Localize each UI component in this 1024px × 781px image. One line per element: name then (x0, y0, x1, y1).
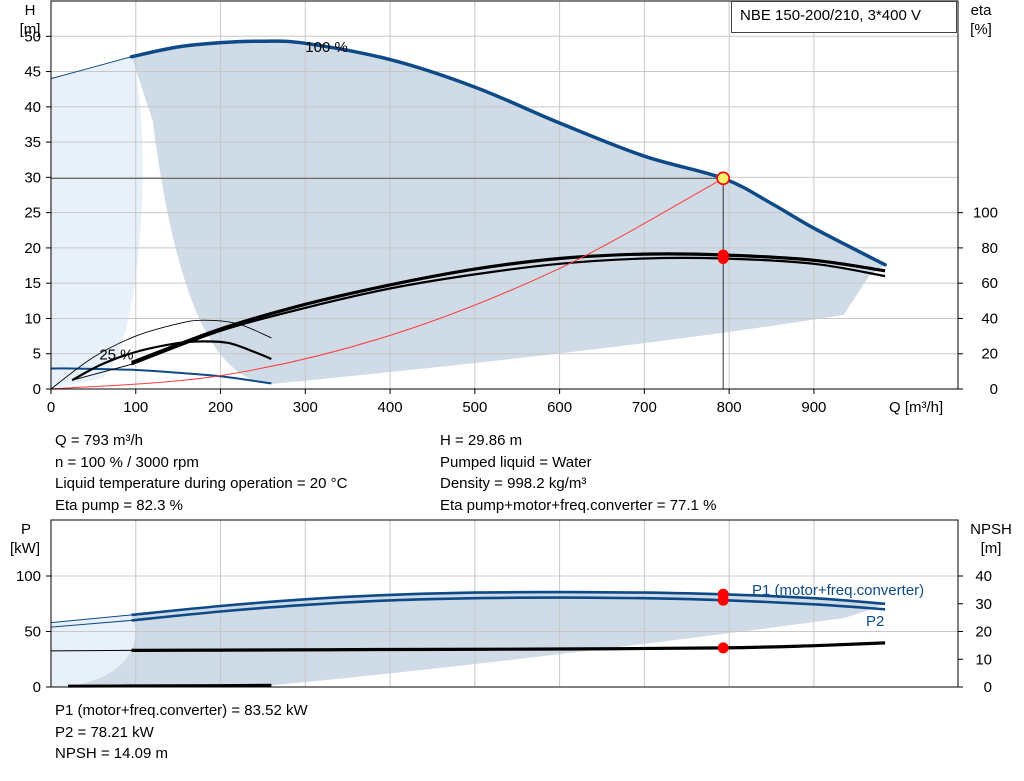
info-density: Density = 998.2 kg/m³ (440, 475, 587, 492)
npsh-tick-label: 40 (975, 568, 992, 585)
npsh-marker (717, 642, 729, 654)
y-tick-label-left: 0 (33, 381, 41, 398)
x-tick-label: 900 (801, 399, 826, 416)
bottom-operating-range (51, 592, 886, 687)
p-tick-label: 0 (33, 679, 41, 696)
x-tick-label: 100 (123, 399, 148, 416)
y-tick-label-right: 100 (973, 205, 998, 222)
top-series: 100 % 25 % (50, 39, 887, 390)
p1-curve-lowflow (50, 614, 132, 624)
eta-total-curve (131, 256, 886, 366)
info-npsh: NPSH = 14.09 m (55, 745, 168, 762)
npsh-tick-label: 10 (975, 651, 992, 668)
info-flow: Q = 793 m³/h (55, 432, 143, 449)
p-tick-label: 100 (16, 568, 41, 585)
x-tick-label: 200 (208, 399, 233, 416)
y-tick-label-left: 20 (24, 240, 41, 257)
npsh-axis-unit: [m] (981, 540, 1002, 557)
x-axis-label: Q [m³/h] (889, 399, 943, 416)
eta-pump-curve (130, 252, 886, 365)
npsh-tick-label: 30 (975, 596, 992, 613)
top-axes: 0 100 200 300 400 500 600 700 800 900 Q [m³/h]0510… (20, 0, 998, 416)
operating-info-right: H = 29.86 m Pumped liquid = Water Densit… (440, 430, 716, 516)
npsh-tick-label: 0 (984, 679, 992, 696)
eta-total-extension (72, 363, 132, 381)
info-head: H = 29.86 m (440, 432, 523, 449)
info-pumped-liquid: Pumped liquid = Water (440, 453, 592, 471)
y-tick-label-right: 40 (981, 310, 998, 327)
y-tick-label-left: 5 (33, 346, 41, 363)
y-tick-label-left: 10 (24, 310, 41, 327)
npsh-axis-label: NPSH (970, 521, 1012, 538)
bottom-series: P1 (motor+freq.converter) P2 (50, 582, 924, 688)
bottom-axes: 0 50 100 0 10 20 30 40 P [kW] NPSH [m] (10, 519, 1012, 696)
x-tick-label: 500 (462, 399, 487, 416)
x-tick-label: 400 (378, 399, 403, 416)
x-tick-label: 0 (47, 399, 55, 416)
low-flow-region (51, 56, 143, 389)
legend-p2: P2 (866, 613, 884, 630)
y-tick-label-left: 35 (24, 134, 41, 151)
npsh-curve (131, 641, 886, 652)
head-curve-100 (129, 39, 887, 267)
head-curve-lowflow (50, 56, 132, 80)
y-tick-label-right: 0 (990, 381, 998, 398)
p-axis-label: P (21, 521, 31, 538)
eta-total-marker (717, 252, 729, 264)
y-tick-label-left: 50 (24, 28, 41, 45)
y-tick-label-right: 20 (981, 346, 998, 363)
info-p2: P2 = 78.21 kW (55, 723, 154, 741)
head-curve-25 (50, 367, 272, 385)
info-eta-total: Eta pump+motor+freq.converter = 77.1 % (440, 496, 717, 514)
eta-25-pump-curve (50, 319, 272, 390)
npsh-tick-label: 20 (975, 624, 992, 641)
p2-curve (131, 596, 886, 622)
y-tick-label-left: 25 (24, 205, 41, 222)
label-100-percent: 100 % (305, 39, 348, 56)
system-curve (50, 177, 724, 390)
p2-curve-lowflow (50, 619, 132, 628)
p1-curve (131, 590, 886, 617)
x-tick-label: 800 (717, 399, 742, 416)
y-tick-label-left: 15 (24, 275, 41, 292)
chart-title: NBE 150-200/210, 3*400 V (731, 1, 957, 33)
x-tick-label: 600 (547, 399, 572, 416)
p2-curve-25 (67, 683, 272, 688)
x-tick-label: 300 (293, 399, 318, 416)
y-tick-label-left: 30 (24, 169, 41, 186)
operating-info-left: Q = 793 m³/h n = 100 % / 3000 rpm Liquid… (55, 430, 347, 516)
y-axis-label-left: H (25, 2, 36, 19)
power-info: P1 (motor+freq.converter) = 83.52 kW P2 … (55, 700, 308, 765)
x-tick-label: 700 (632, 399, 657, 416)
y-tick-label-right: 60 (981, 275, 998, 292)
npsh-curve-lowflow (50, 649, 132, 652)
top-operating-range (51, 41, 886, 389)
p-axis-unit: [kW] (10, 540, 40, 557)
info-p1: P1 (motor+freq.converter) = 83.52 kW (55, 702, 308, 719)
p2-marker (717, 594, 729, 606)
info-liquid-temperature: Liquid temperature during operation = 20… (55, 475, 348, 492)
legend-p1: P1 (motor+freq.converter) (752, 582, 924, 599)
label-25-percent: 25 % (99, 346, 133, 363)
y-axis-label-right: eta (971, 2, 993, 19)
y-tick-label-left: 45 (24, 64, 41, 81)
duty-point-marker (716, 171, 730, 186)
p-tick-label: 50 (24, 624, 41, 641)
y-axis-unit-left: [m] (20, 21, 41, 38)
info-speed: n = 100 % / 3000 rpm (55, 453, 199, 471)
y-tick-label-right: 80 (981, 240, 998, 257)
info-eta-pump: Eta pump = 82.3 % (55, 496, 183, 514)
top-plot-frame (50, 0, 959, 390)
operating-band-power (67, 592, 886, 687)
y-tick-label-left: 40 (24, 99, 41, 116)
y-axis-unit-right: [%] (970, 21, 992, 38)
eta-25-total-curve (71, 340, 272, 382)
